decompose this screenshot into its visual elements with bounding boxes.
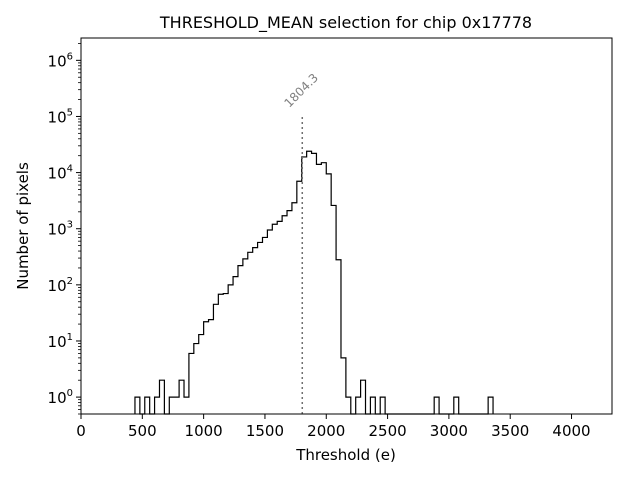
histogram-bin: [209, 320, 214, 414]
histogram-bin: [155, 397, 160, 414]
histogram-bin: [238, 266, 243, 414]
x-tick-label: 500: [128, 422, 157, 440]
histogram-bin: [189, 353, 194, 414]
histogram-bin: [336, 260, 341, 414]
y-tick-exponent: 6: [67, 51, 73, 62]
y-tick-label: 102: [48, 276, 73, 295]
histogram-bin: [159, 380, 164, 414]
histogram-bin: [277, 221, 282, 414]
histogram-bin: [262, 237, 267, 414]
histogram-bin: [233, 277, 238, 414]
histogram-bin: [307, 151, 312, 414]
histogram-bin: [213, 304, 218, 414]
histogram-bin: [302, 157, 307, 414]
histogram-bin: [258, 242, 263, 414]
histogram-bin: [145, 397, 150, 414]
y-tick-base: 10: [48, 277, 67, 295]
histogram-bin: [204, 322, 209, 414]
histogram-bin: [370, 397, 375, 414]
y-tick-label: 100: [48, 388, 73, 407]
x-tick-label: 2000: [307, 422, 345, 440]
histogram-bin: [434, 397, 439, 414]
x-axis-label: Threshold (e): [295, 446, 396, 464]
histogram-bin: [321, 163, 326, 414]
histogram-bin: [316, 164, 321, 414]
histogram-bin: [488, 397, 493, 414]
y-axis-label: Number of pixels: [14, 162, 32, 290]
histogram-bin: [287, 211, 292, 414]
histogram-bin: [218, 294, 223, 414]
histogram-bin: [135, 397, 140, 414]
y-tick-label: 104: [48, 164, 73, 183]
x-tick-label: 2500: [368, 422, 406, 440]
histogram-bin: [361, 380, 366, 414]
y-tick-base: 10: [48, 108, 67, 126]
histogram-bin: [228, 285, 233, 414]
histogram-bin: [169, 397, 174, 414]
histogram-bin: [312, 153, 317, 414]
histogram-bin: [267, 230, 272, 414]
histogram-bin: [297, 181, 302, 414]
histogram-bin: [179, 380, 184, 414]
y-tick-base: 10: [48, 52, 67, 70]
x-tick-label: 3500: [491, 422, 529, 440]
y-tick-exponent: 3: [67, 220, 73, 231]
y-tick-exponent: 1: [67, 332, 73, 343]
histogram-bin: [243, 259, 248, 414]
histogram-bin: [292, 203, 297, 414]
histogram-bin: [253, 248, 258, 414]
histogram-bin: [454, 397, 459, 414]
y-tick-exponent: 4: [67, 164, 73, 175]
y-tick-exponent: 2: [67, 276, 73, 287]
y-tick-base: 10: [48, 333, 67, 351]
mean-marker-label: 1804.3: [281, 71, 321, 111]
x-axis-ticks: 0 500 1000 1500 2000 2500 3000 3500 4000: [76, 414, 591, 440]
y-tick-label: 105: [48, 107, 73, 126]
histogram-bin: [199, 335, 204, 414]
histogram-bin: [184, 397, 189, 414]
histogram-bin: [194, 344, 199, 414]
x-tick-label: 1500: [246, 422, 284, 440]
histogram-bin: [248, 252, 253, 414]
x-tick-label: 1000: [185, 422, 223, 440]
histogram-bin: [380, 397, 385, 414]
histogram-bin: [223, 294, 228, 414]
y-tick-label: 106: [48, 51, 73, 70]
histogram-bin: [174, 397, 179, 414]
y-tick-label: 101: [48, 332, 73, 351]
chart-title: THRESHOLD_MEAN selection for chip 0x1777…: [159, 13, 532, 33]
histogram-bin: [326, 174, 331, 414]
histogram-bin: [341, 358, 346, 414]
plot-frame: [80, 37, 613, 415]
histogram-bin: [272, 224, 277, 414]
y-tick-label: 103: [48, 220, 73, 239]
y-tick-base: 10: [48, 389, 67, 407]
y-tick-exponent: 5: [67, 107, 73, 118]
y-tick-base: 10: [48, 221, 67, 239]
y-tick-exponent: 0: [67, 388, 73, 399]
x-tick-label: 4000: [552, 422, 590, 440]
histogram-bin: [346, 397, 351, 414]
y-tick-base: 10: [48, 165, 67, 183]
histogram-bin: [356, 397, 361, 414]
histogram-bin: [282, 216, 287, 414]
x-tick-label: 3000: [430, 422, 468, 440]
x-tick-label: 0: [76, 422, 86, 440]
histogram-bin: [331, 205, 336, 414]
